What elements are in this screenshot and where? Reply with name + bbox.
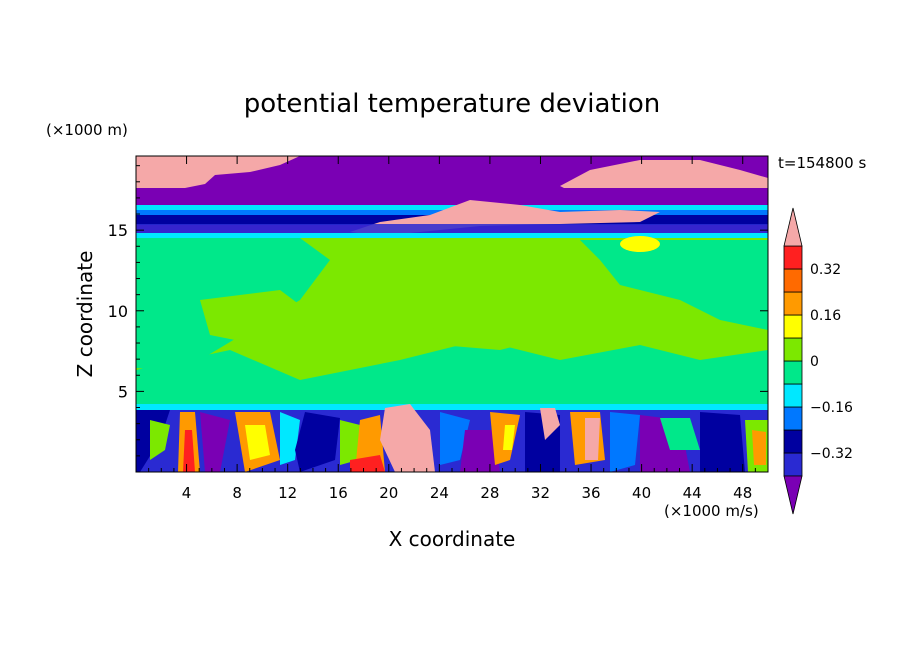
x-tick-label: 36 bbox=[581, 484, 600, 502]
colorbar-tick-label: −0.16 bbox=[810, 400, 853, 416]
colorbar-tick-label: 0 bbox=[810, 354, 819, 370]
colorbar-bin bbox=[783, 314, 803, 339]
colorbar-bin bbox=[783, 268, 803, 293]
colorbar-tick-label: 0.16 bbox=[810, 308, 841, 324]
x-tick-label: 48 bbox=[733, 484, 752, 502]
y-unit-label: (×1000 m) bbox=[46, 121, 128, 139]
colorbar-bin bbox=[783, 291, 803, 316]
contour-field bbox=[136, 156, 768, 472]
lower-anomalies bbox=[136, 404, 768, 472]
teal-patch-3 bbox=[580, 240, 768, 330]
y-tick-label: 10 bbox=[108, 302, 128, 321]
time-label: t=154800 s bbox=[778, 154, 866, 172]
colorbar-bin bbox=[783, 406, 803, 431]
x-tick-label: 24 bbox=[430, 484, 449, 502]
y-axis: 5 10 15 bbox=[108, 165, 768, 457]
x-axis: 4 8 12 16 20 24 28 32 36 40 44 48 bbox=[148, 156, 756, 502]
colorbar-bin bbox=[783, 429, 803, 454]
colorbar-tick-label: −0.32 bbox=[810, 446, 853, 462]
colorbar-extend-bottom bbox=[783, 475, 803, 515]
colorbar: 0.32 0.16 0 −0.16 −0.32 bbox=[783, 207, 853, 515]
teal-patch-2 bbox=[136, 340, 768, 410]
colorbar-extend-top bbox=[783, 207, 803, 247]
y-tick-label: 5 bbox=[118, 382, 128, 401]
colorbar-bin bbox=[783, 337, 803, 362]
chart-title: potential temperature deviation bbox=[244, 89, 660, 119]
colorbar-tick-label: 0.32 bbox=[810, 262, 841, 278]
upper-purple-strip bbox=[136, 188, 768, 206]
colorbar-bin bbox=[783, 245, 803, 270]
x-tick-label: 40 bbox=[632, 484, 651, 502]
lower-cyan-boundary bbox=[136, 404, 768, 410]
x-axis-label: X coordinate bbox=[389, 527, 516, 551]
x-tick-label: 28 bbox=[480, 484, 499, 502]
yellow-patch bbox=[620, 236, 660, 252]
x-tick-label: 12 bbox=[278, 484, 297, 502]
x-tick-label: 20 bbox=[379, 484, 398, 502]
green-patch-2 bbox=[430, 310, 560, 350]
y-axis-label: Z coordinate bbox=[73, 251, 97, 378]
cyan-boundary bbox=[136, 233, 768, 238]
x-tick-label: 32 bbox=[531, 484, 550, 502]
y-tick-label: 15 bbox=[108, 221, 128, 240]
colorbar-bin bbox=[783, 452, 803, 477]
colorbar-bin bbox=[783, 360, 803, 385]
x-tick-label: 16 bbox=[329, 484, 348, 502]
green-patch-1 bbox=[200, 290, 320, 345]
colorbar-bin bbox=[783, 383, 803, 408]
x-tick-label: 8 bbox=[232, 484, 242, 502]
x-tick-label: 4 bbox=[182, 484, 192, 502]
upper-blue-bottom bbox=[136, 224, 768, 234]
upper-pink-left bbox=[136, 156, 300, 189]
x-tick-label: 44 bbox=[683, 484, 702, 502]
x-unit-label: (×1000 m/s) bbox=[664, 502, 759, 520]
